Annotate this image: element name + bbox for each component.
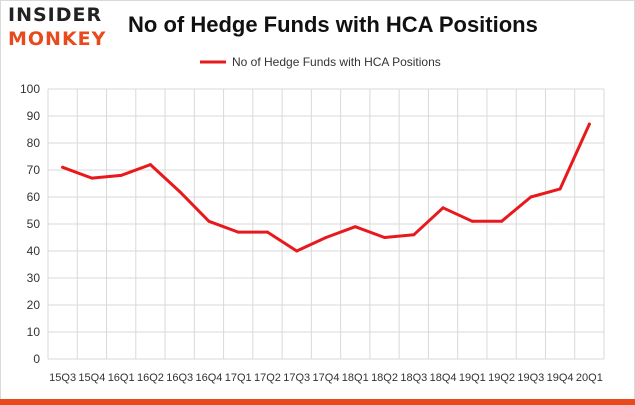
data-point-16Q3 — [178, 190, 182, 194]
x-tick-label: 16Q2 — [137, 372, 164, 384]
x-tick-label: 18Q3 — [400, 372, 427, 384]
x-tick-label: 17Q3 — [283, 372, 310, 384]
x-tick-label: 19Q2 — [488, 372, 515, 384]
insider-monkey-logo: INSIDER MONKEY — [8, 4, 118, 52]
legend: No of Hedge Funds with HCA Positions — [200, 55, 441, 69]
data-point-18Q1 — [353, 225, 357, 229]
x-tick-label: 15Q3 — [49, 372, 76, 384]
y-tick-label: 40 — [27, 244, 41, 258]
y-tick-label: 60 — [27, 190, 41, 204]
data-point-15Q4 — [90, 176, 94, 180]
data-point-16Q1 — [119, 173, 123, 177]
x-tick-label: 17Q4 — [313, 372, 340, 384]
x-axis-ticks: 15Q3 15Q4 16Q1 16Q2 16Q3 16Q4 17Q1 17Q2 17Q3 17Q4… — [49, 372, 603, 384]
x-tick-label: 16Q4 — [195, 372, 222, 384]
brand-bottom-bar — [0, 399, 635, 405]
data-point-16Q4 — [207, 219, 211, 223]
y-axis-ticks: 0 10 20 30 40 50 60 70 80 90 100 — [20, 82, 40, 366]
y-tick-label: 70 — [27, 163, 41, 177]
x-tick-label: 17Q1 — [225, 372, 252, 384]
logo-line-1: INSIDER — [8, 4, 103, 26]
x-tick-label: 20Q1 — [576, 372, 603, 384]
data-point-19Q3 — [529, 195, 533, 199]
y-tick-label: 0 — [33, 352, 40, 366]
y-tick-label: 90 — [27, 109, 41, 123]
x-tick-label: 19Q3 — [517, 372, 544, 384]
logo-line-2: MONKEY — [8, 28, 107, 50]
x-tick-label: 18Q1 — [342, 372, 369, 384]
data-point-19Q1 — [470, 219, 474, 223]
data-point-17Q2 — [265, 230, 269, 234]
data-point-20Q1 — [587, 122, 591, 126]
y-tick-label: 20 — [27, 298, 41, 312]
series-layer — [61, 122, 591, 253]
chart-title: No of Hedge Funds with HCA Positions — [128, 12, 538, 37]
y-tick-label: 50 — [27, 217, 41, 231]
data-point-19Q2 — [500, 219, 504, 223]
data-point-17Q3 — [295, 249, 299, 253]
y-tick-label: 80 — [27, 136, 41, 150]
x-tick-label: 18Q4 — [430, 372, 457, 384]
data-point-16Q2 — [148, 163, 152, 167]
grid-lines — [47, 88, 605, 360]
data-point-18Q3 — [412, 233, 416, 237]
y-tick-label: 30 — [27, 271, 41, 285]
x-tick-label: 19Q1 — [459, 372, 486, 384]
x-tick-label: 18Q2 — [371, 372, 398, 384]
x-tick-label: 16Q3 — [166, 372, 193, 384]
y-tick-label: 100 — [20, 82, 40, 96]
x-tick-label: 16Q1 — [108, 372, 135, 384]
data-point-18Q4 — [441, 206, 445, 210]
data-point-18Q2 — [383, 236, 387, 239]
data-point-17Q1 — [236, 230, 240, 234]
legend-label: No of Hedge Funds with HCA Positions — [232, 55, 441, 69]
y-tick-label: 10 — [27, 325, 41, 339]
data-point-17Q4 — [324, 236, 328, 239]
data-point-19Q4 — [558, 187, 562, 191]
x-tick-label: 17Q2 — [254, 372, 281, 384]
data-point-15Q3 — [61, 165, 65, 169]
x-tick-label: 15Q4 — [78, 372, 105, 384]
x-tick-label: 19Q4 — [547, 372, 574, 384]
